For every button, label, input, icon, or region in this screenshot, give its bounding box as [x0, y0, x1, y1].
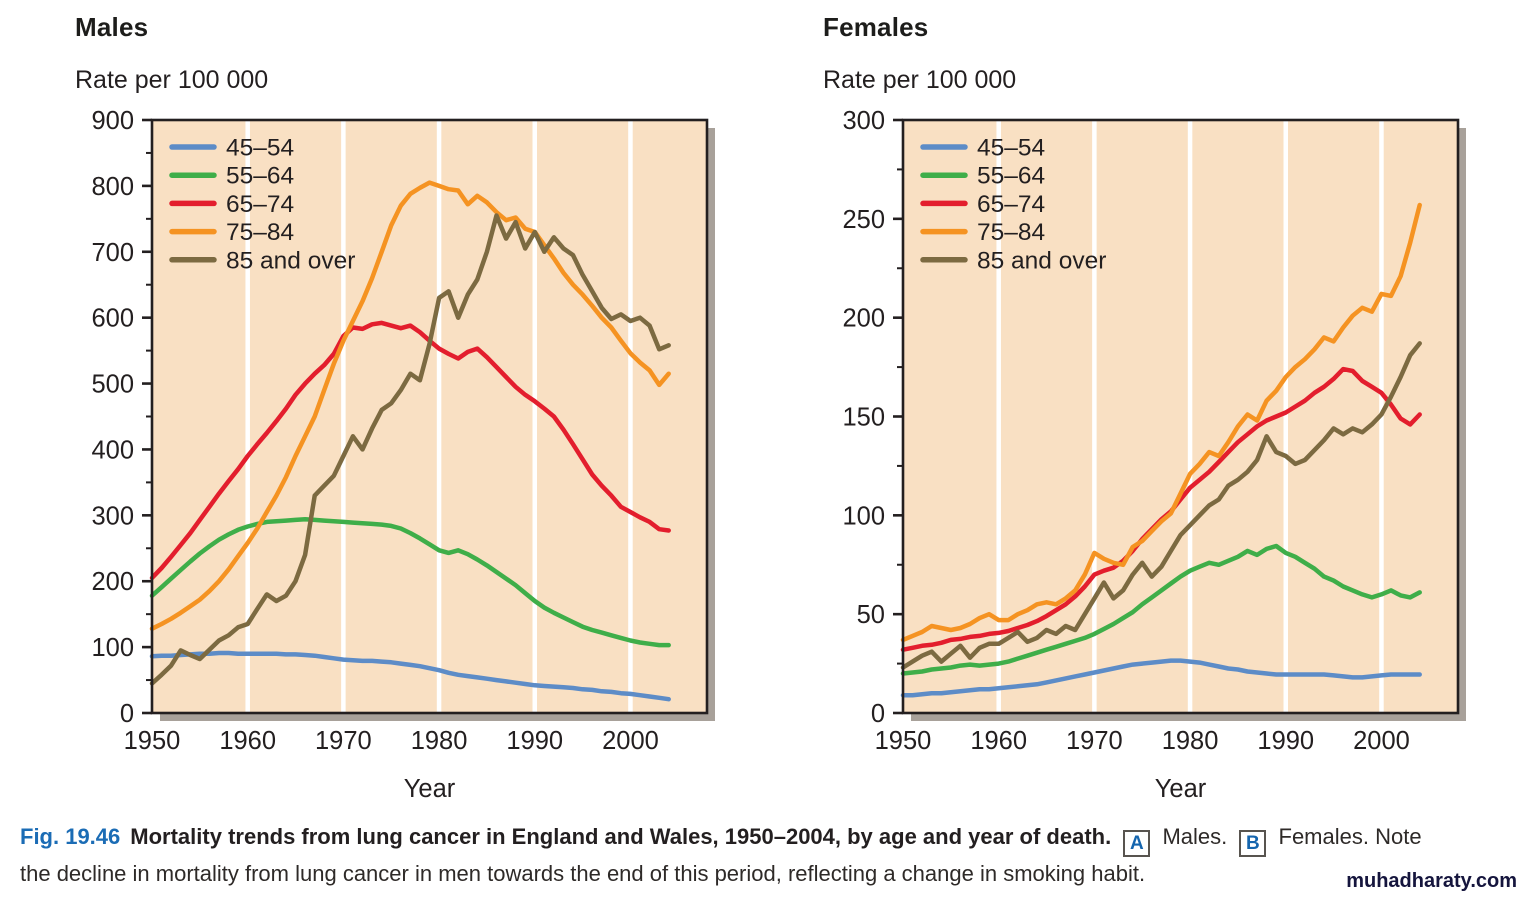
legend-label-45–54: 45–54	[226, 135, 294, 162]
females-xaxis-label: Year	[1155, 775, 1207, 803]
x-tick-label: 1990	[1257, 727, 1314, 755]
y-tick-label: 0	[120, 700, 134, 728]
y-tick-label: 300	[91, 502, 134, 530]
females-yaxis-title: Rate per 100 000	[823, 66, 1017, 94]
y-tick-label: 50	[857, 601, 885, 629]
males-series-75–84	[149, 180, 671, 631]
males-series-85 and over	[149, 213, 671, 686]
watermark: muhadharaty.com	[1346, 870, 1517, 892]
males-chart: 0 100 200 300 400 500 600 700 800 900 1950 1960 1970…	[91, 107, 715, 803]
y-tick-label: 250	[842, 206, 885, 234]
females-chart-title: Females	[823, 12, 929, 42]
figure-caption: Fig. 19.46 Mortality trends from lung can…	[20, 820, 1520, 890]
y-tick-label: 100	[842, 502, 885, 530]
x-tick-label: 1950	[875, 727, 932, 755]
figure-number: Fig. 19.46	[20, 824, 121, 849]
x-tick-label: 1980	[411, 727, 468, 755]
panel-a-marker: A	[1123, 830, 1151, 857]
legend-label-55–64: 55–64	[977, 163, 1045, 190]
males-chart-title: Males	[75, 12, 149, 42]
females-chart: 0 50 100 150 200 250 300 1950 1960 1970 1980 1990 20…	[842, 107, 1466, 803]
y-tick-label: 400	[91, 436, 134, 464]
x-tick-label: 2000	[602, 727, 659, 755]
females-series-75–84	[900, 202, 1422, 643]
panel-b-marker: B	[1239, 830, 1267, 857]
y-tick-label: 500	[91, 371, 134, 399]
legend-label-65–74: 65–74	[226, 191, 294, 218]
legend-label-75–84: 75–84	[226, 219, 294, 246]
males-series-65–74	[149, 320, 671, 581]
x-tick-label: 1980	[1162, 727, 1219, 755]
y-tick-label: 800	[91, 173, 134, 201]
panel-b-label: Females. Note	[1278, 824, 1422, 849]
x-tick-label: 1950	[124, 727, 181, 755]
males-series-45–54	[149, 650, 671, 702]
females-plot-background	[903, 120, 1458, 713]
y-tick-label: 600	[91, 305, 134, 333]
x-tick-label: 1970	[1066, 727, 1123, 755]
x-tick-label: 1970	[315, 727, 372, 755]
males-plot-background	[152, 120, 707, 713]
y-tick-label: 300	[842, 107, 885, 135]
y-tick-label: 700	[91, 239, 134, 267]
males-series-55–64	[149, 517, 671, 648]
x-tick-label: 1960	[970, 727, 1027, 755]
legend-label-45–54: 45–54	[977, 135, 1045, 162]
panel-a-letter: A	[1129, 833, 1144, 854]
y-tick-label: 150	[842, 404, 885, 432]
y-tick-label: 200	[91, 568, 134, 596]
panel-b-letter: B	[1246, 833, 1260, 854]
females-series-55–64	[900, 543, 1422, 676]
males-xaxis-label: Year	[404, 775, 456, 803]
caption-line2: the decline in mortality from lung cance…	[20, 861, 1146, 886]
legend-label-75–84: 75–84	[977, 219, 1045, 246]
legend-label-85 and over: 85 and over	[977, 247, 1106, 274]
females-series-45–54	[900, 658, 1422, 698]
x-tick-label: 2000	[1353, 727, 1410, 755]
y-tick-label: 900	[91, 107, 134, 135]
legend-label-55–64: 55–64	[226, 163, 294, 190]
males-yaxis-title: Rate per 100 000	[75, 66, 269, 94]
panel-a-label: Males.	[1162, 824, 1228, 849]
legend-label-65–74: 65–74	[977, 191, 1045, 218]
y-tick-label: 200	[842, 305, 885, 333]
legend-label-85 and over: 85 and over	[226, 247, 355, 274]
y-tick-label: 100	[91, 634, 134, 662]
caption-title: Mortality trends from lung cancer in Eng…	[130, 824, 1112, 849]
y-tick-label: 0	[871, 700, 885, 728]
x-tick-label: 1960	[219, 727, 276, 755]
x-tick-label: 1990	[506, 727, 563, 755]
females-series-85 and over	[900, 341, 1422, 670]
